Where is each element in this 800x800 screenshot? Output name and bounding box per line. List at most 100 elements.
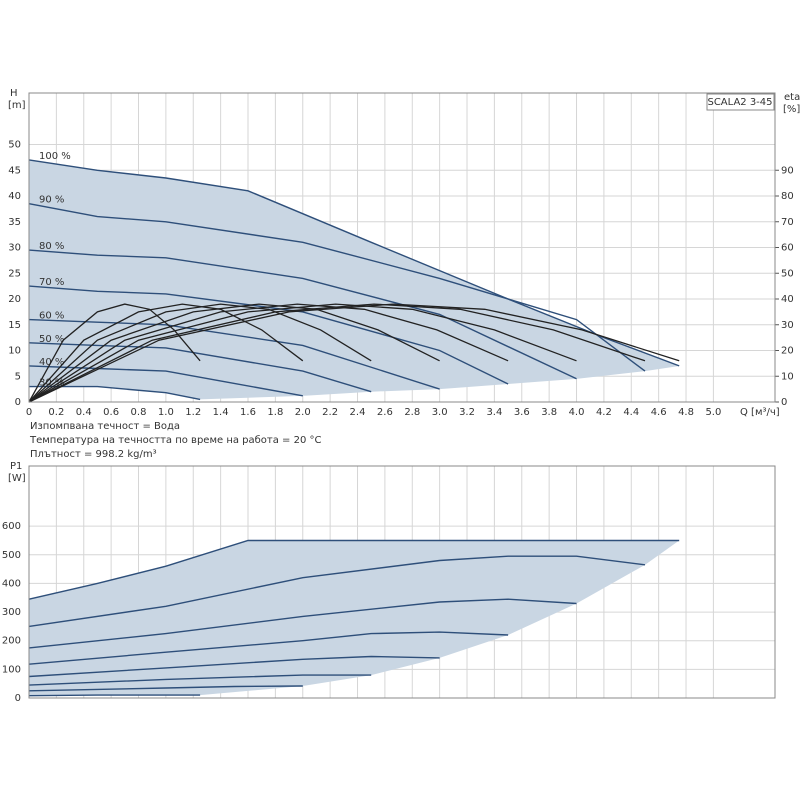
y2-axis-label: eta	[784, 92, 800, 103]
curve-label: 100 %	[39, 151, 71, 162]
curve	[28, 318, 440, 390]
y-tick-label: 300	[2, 607, 21, 618]
y2-tick-label: 10	[781, 371, 794, 382]
y2-tick-label: 40	[781, 294, 794, 305]
operating-area	[29, 159, 680, 402]
y-axis-label: P1	[10, 461, 22, 472]
curve	[28, 342, 372, 393]
curve	[28, 674, 372, 686]
x-tick-label: 0	[26, 407, 32, 418]
x-tick-label: 2.6	[377, 407, 393, 418]
y2-tick-label: 20	[781, 346, 794, 357]
efficiency-curve	[28, 303, 509, 403]
x-tick-label: 4.8	[678, 407, 694, 418]
x-tick-label: 2.0	[295, 407, 311, 418]
curve-label: 80 %	[39, 241, 64, 252]
y-tick-label: 200	[2, 636, 21, 647]
x-tick-label: 3.0	[432, 407, 448, 418]
model-name: SCALA2 3-45	[707, 97, 772, 108]
y-tick-label: 10	[8, 346, 21, 357]
x-tick-label: 1.2	[185, 407, 201, 418]
x-tick-label: 3.2	[459, 407, 475, 418]
model-box	[706, 93, 775, 111]
efficiency-curve	[28, 303, 680, 403]
curve	[28, 203, 646, 372]
y-tick-label: 30	[8, 243, 21, 254]
plot-frame	[28, 465, 776, 699]
x-tick-label: 0.8	[131, 407, 147, 418]
y2-tick-label: 30	[781, 320, 794, 331]
y2-tick-label: 0	[781, 397, 787, 408]
y-tick-label: 40	[8, 191, 21, 202]
y-tick-label: 15	[8, 320, 21, 331]
y-tick-label: 50	[8, 140, 21, 151]
x-tick-label: 1.6	[240, 407, 256, 418]
x-tick-label: 2.4	[350, 407, 366, 418]
x-tick-label: 4.0	[569, 407, 585, 418]
x-tick-label: 3.6	[514, 407, 530, 418]
x-axis-label: Q [м³/ч]	[740, 407, 780, 418]
efficiency-curve	[28, 303, 440, 403]
y2-tick-label: 80	[781, 191, 794, 202]
curve-label: 40 %	[39, 357, 64, 368]
x-tick-label: 4.2	[596, 407, 612, 418]
y-tick-label: 45	[8, 165, 21, 176]
curve	[28, 555, 646, 628]
y2-tick-label: 50	[781, 268, 794, 279]
y-tick-label: 400	[2, 578, 21, 589]
efficiency-curve	[28, 303, 646, 403]
y-tick-label: 100	[2, 664, 21, 675]
y-tick-label: 600	[2, 521, 21, 532]
curve-label: 90 %	[39, 195, 64, 206]
curve-label: 70 %	[39, 277, 64, 288]
y2-tick-label: 60	[781, 243, 794, 254]
curve	[28, 365, 303, 397]
curve	[28, 655, 440, 678]
x-tick-label: 0.6	[103, 407, 119, 418]
curve	[28, 539, 680, 600]
x-tick-label: 1.8	[267, 407, 283, 418]
y-tick-label: 0	[15, 397, 21, 408]
curve-label: 50 %	[39, 334, 64, 345]
note: Плътност = 998.2 kg/m³	[30, 449, 157, 460]
x-tick-label: 2.2	[322, 407, 338, 418]
plot-frame	[28, 92, 776, 403]
x-tick-label: 3.8	[541, 407, 557, 418]
curve-label: 30 %	[39, 378, 64, 389]
y-tick-label: 5	[15, 371, 21, 382]
curve	[28, 598, 577, 649]
y-tick-label: 25	[8, 268, 21, 279]
curve	[28, 249, 577, 380]
x-tick-label: 1.0	[158, 407, 174, 418]
y-axis-unit: [m]	[8, 100, 26, 111]
curve-label: 60 %	[39, 311, 64, 322]
x-tick-label: 3.4	[486, 407, 502, 418]
y-tick-label: 35	[8, 217, 21, 228]
x-tick-label: 0.4	[76, 407, 92, 418]
operating-area	[29, 540, 680, 696]
x-tick-label: 4.6	[651, 407, 667, 418]
y-tick-label: 0	[15, 693, 21, 704]
y-axis-unit: [W]	[8, 473, 26, 484]
efficiency-curve	[28, 303, 577, 403]
efficiency-curve	[28, 303, 201, 403]
note: Изпомпвана течност = Вода	[30, 421, 180, 432]
x-tick-label: 2.8	[404, 407, 420, 418]
note: Температура на течността по време на раб…	[29, 435, 322, 446]
curve	[29, 385, 201, 401]
y-axis-label: H	[10, 88, 18, 99]
curve	[28, 285, 509, 385]
y2-tick-label: 90	[781, 165, 794, 176]
curve	[28, 694, 201, 697]
curve	[28, 685, 303, 692]
x-tick-label: 5.0	[705, 407, 721, 418]
y-tick-label: 20	[8, 294, 21, 305]
x-tick-label: 4.4	[623, 407, 639, 418]
y2-tick-label: 70	[781, 217, 794, 228]
efficiency-curve	[28, 303, 372, 403]
curve	[28, 631, 509, 665]
y2-axis-unit: [%]	[783, 104, 800, 115]
x-tick-label: 0.2	[48, 407, 64, 418]
